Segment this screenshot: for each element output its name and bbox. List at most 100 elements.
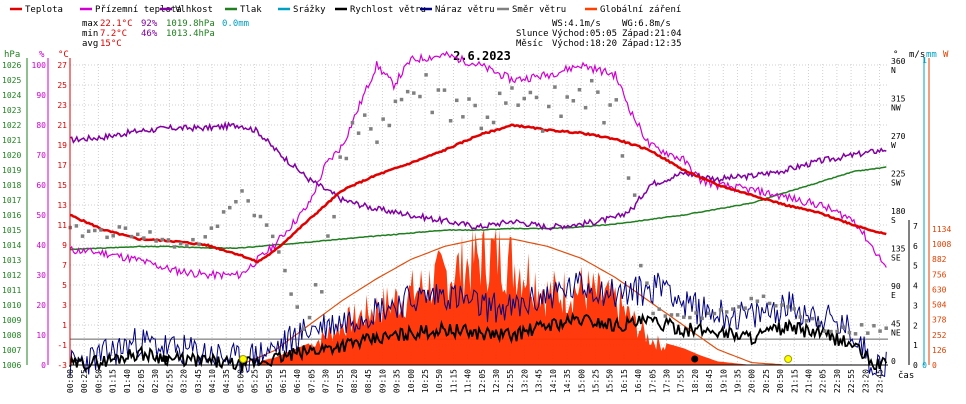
dir-dot	[479, 126, 484, 131]
stat-ws: WS:4.1m/s	[552, 19, 601, 29]
axes: hPa% °C m/s mm W°100610071008100910101011101…	[2, 50, 951, 393]
time-tick-17: 07:05	[307, 369, 316, 393]
dir-dot	[749, 296, 753, 301]
dir-dot	[387, 123, 392, 128]
time-tick-55: 22:55	[847, 369, 856, 393]
hpa-tick-10: 1016	[2, 211, 21, 220]
dir-tick-8: 0	[891, 357, 896, 366]
dir-dot	[277, 250, 281, 254]
dir-dot	[755, 299, 760, 303]
series-tlak	[70, 166, 887, 251]
rad-tick-3: 378	[932, 316, 947, 325]
time-tick-29: 12:05	[478, 369, 487, 393]
dir-dot	[866, 331, 870, 335]
dir-dot	[645, 281, 649, 285]
dir-dot	[761, 294, 766, 299]
dir-dot	[369, 127, 373, 131]
time-tick-1: 00:25	[80, 369, 89, 393]
dir-dot	[504, 101, 508, 105]
dir-dot	[221, 210, 226, 214]
dir-dot	[859, 323, 864, 327]
legend-label-7: Směr větru	[512, 5, 566, 15]
wind-tick-5: 5	[913, 262, 918, 271]
dir-dot	[430, 110, 434, 115]
temp-tick-3: 3	[62, 301, 67, 310]
rad-tick-4: 504	[932, 301, 947, 310]
dir-dot	[405, 89, 410, 94]
time-tick-40: 16:40	[634, 369, 643, 393]
dir-dot	[320, 290, 324, 294]
stat-moon-label: Měsíc	[516, 39, 543, 49]
dir-dot	[264, 223, 269, 227]
time-tick-30: 12:30	[492, 369, 501, 393]
dir-dot	[356, 131, 361, 135]
dir-dot	[847, 330, 852, 335]
dir-dot	[540, 129, 545, 133]
dir-tick-0: 360	[891, 57, 906, 66]
dir-dot	[534, 95, 539, 100]
hpa-tick-13: 1019	[2, 166, 21, 175]
dir-dot	[602, 120, 606, 125]
dir-dot	[577, 87, 582, 92]
dir-dot	[301, 327, 306, 331]
stat-wg: WG:6.8m/s	[622, 19, 671, 29]
hpa-label: hPa	[4, 50, 20, 60]
stat-2-0: avg	[82, 39, 98, 49]
time-tick-49: 20:25	[762, 369, 771, 393]
hum-tick-8: 80	[36, 121, 46, 130]
dir-dot	[528, 90, 533, 95]
dir-dot	[718, 308, 723, 312]
dir-dot	[614, 98, 619, 102]
time-tick-36: 15:00	[577, 369, 586, 393]
hpa-tick-7: 1013	[2, 256, 21, 265]
time-tick-46: 19:10	[719, 369, 728, 393]
legend-label-0: Teplota	[25, 5, 63, 15]
stat-1-2: 46%	[141, 29, 158, 39]
dir-dot	[154, 239, 158, 243]
dir-card-2: W	[891, 141, 896, 150]
dir-dot	[651, 311, 655, 316]
series-vlhkost	[69, 120, 887, 231]
stat-0-0: max	[82, 19, 99, 29]
dir-dot	[191, 237, 195, 242]
temp-tick-4: 5	[62, 281, 67, 290]
time-tick-45: 18:45	[705, 369, 714, 393]
dir-dot	[657, 307, 661, 311]
x-label: čas	[898, 370, 914, 381]
dir-dot	[491, 120, 496, 125]
dir-dot	[547, 104, 551, 109]
rain-tick-0: 0	[922, 361, 927, 370]
dir-dot	[853, 332, 858, 336]
dir-dot	[804, 319, 809, 323]
temp-tick-8: 13	[57, 201, 67, 210]
legend-label-8: Globální záření	[600, 5, 681, 15]
time-tick-21: 08:45	[364, 369, 373, 393]
stat-1-1: 7.2°C	[100, 29, 127, 39]
temp-label: °C	[58, 50, 69, 60]
dir-dot	[872, 323, 876, 328]
dir-dot	[712, 311, 717, 316]
dir-dot	[774, 304, 778, 308]
time-tick-39: 16:15	[620, 369, 629, 393]
rad-tick-2: 252	[932, 331, 947, 340]
dir-dot	[344, 156, 349, 161]
dir-dot	[835, 329, 839, 334]
dir-dot	[185, 244, 189, 248]
dir-dot	[516, 103, 520, 107]
rain-label: mm	[926, 50, 937, 60]
dir-dot	[362, 113, 367, 117]
dir-dot	[215, 224, 220, 228]
dir-dot	[589, 78, 594, 83]
hum-tick-7: 70	[36, 151, 46, 160]
legend-label-1: Přízemní teplota	[95, 5, 182, 15]
hpa-tick-5: 1011	[2, 286, 21, 295]
stat-0-1: 22.1°C	[100, 19, 133, 29]
time-tick-13: 05:25	[251, 369, 260, 393]
rad-tick-1: 126	[932, 346, 947, 355]
dir-dot	[307, 315, 312, 320]
rad-tick-0: 0	[932, 361, 937, 370]
series-rychlost-větru	[69, 311, 888, 372]
dir-dot	[767, 301, 772, 306]
dir-dot	[810, 316, 815, 321]
dir-dot	[129, 234, 134, 239]
